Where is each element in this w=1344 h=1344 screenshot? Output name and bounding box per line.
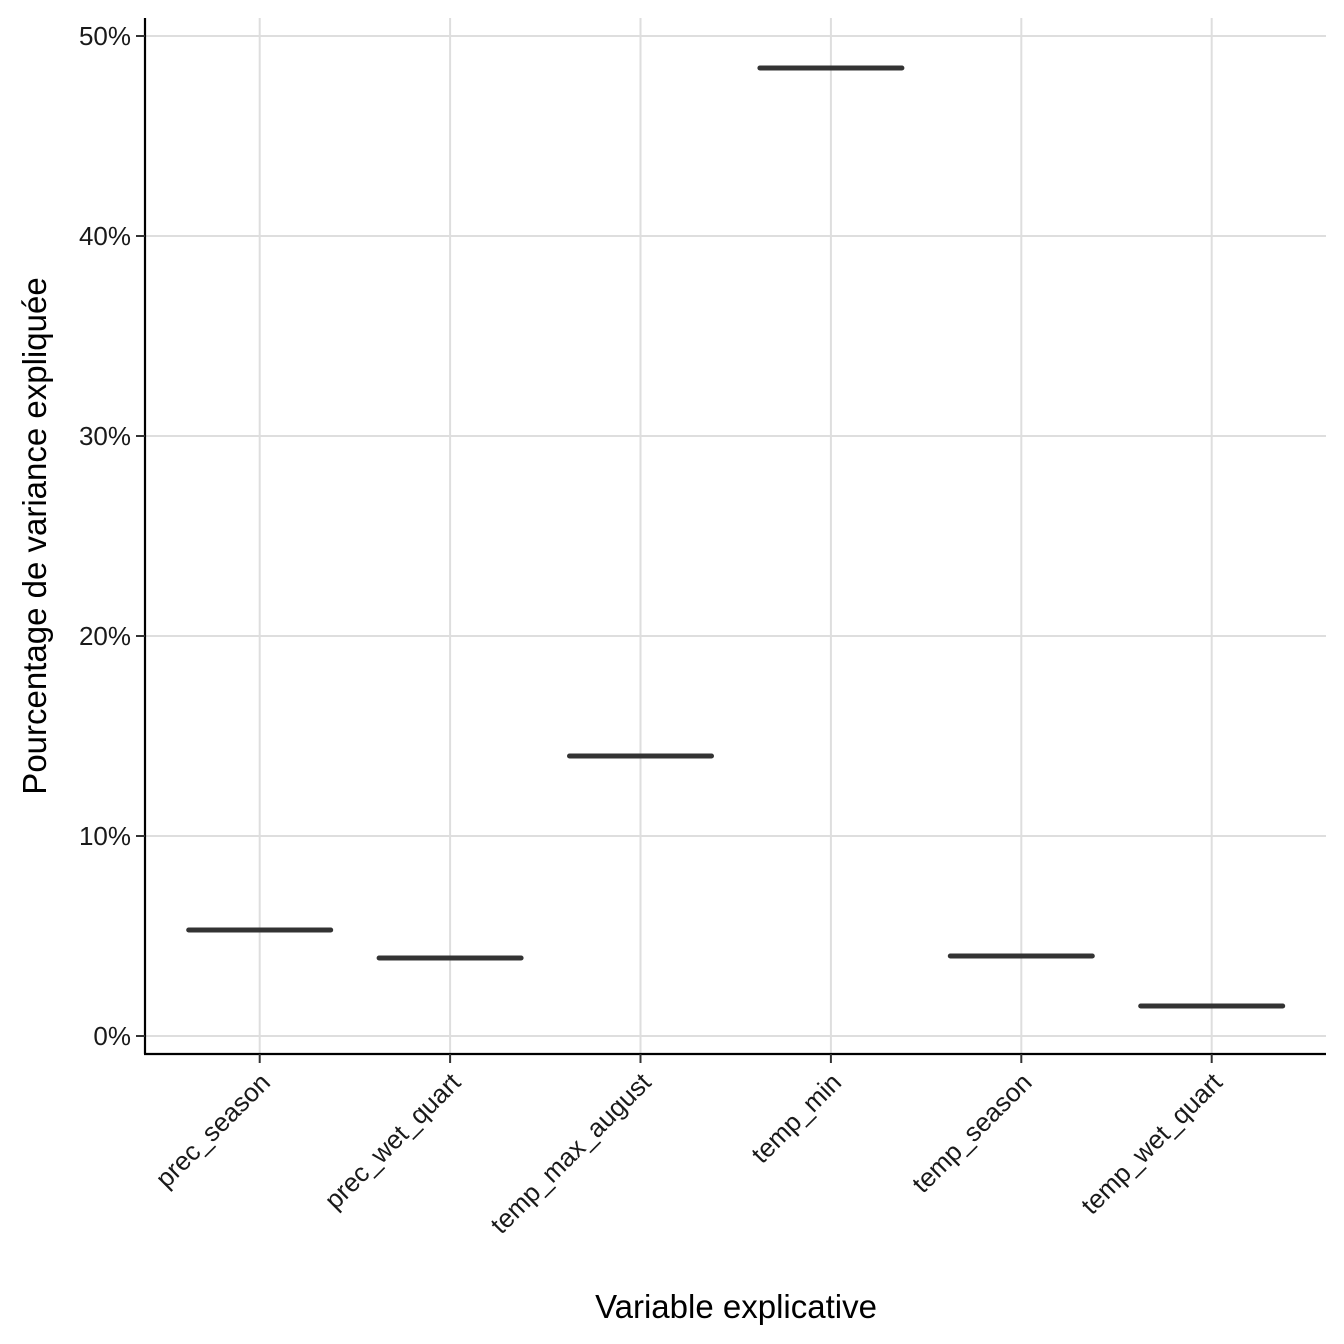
x-tick-label: prec_wet_quart xyxy=(318,1066,466,1214)
x-tick-label: temp_max_august xyxy=(484,1066,657,1239)
x-tick-label: prec_season xyxy=(149,1067,275,1193)
y-tick-label: 50% xyxy=(79,21,131,51)
x-tick-label: temp_wet_quart xyxy=(1075,1066,1229,1220)
y-tick-label: 30% xyxy=(79,421,131,451)
y-ticks: 0% 10% 20% 30% 40% 50% xyxy=(79,21,145,1051)
y-tick-label: 0% xyxy=(93,1021,131,1051)
data-marks xyxy=(186,65,1286,1009)
x-axis-title: Variable explicative xyxy=(595,1288,877,1325)
x-tick-label: temp_season xyxy=(906,1067,1038,1199)
y-tick-label: 10% xyxy=(79,821,131,851)
y-tick-label: 20% xyxy=(79,621,131,651)
y-axis-title: Pourcentage de variance expliquée xyxy=(16,277,53,794)
axes xyxy=(143,18,1326,1056)
x-ticks: prec_season prec_wet_quart temp_max_august… xyxy=(149,1054,1228,1239)
x-tick-label: temp_min xyxy=(745,1067,847,1169)
gridlines xyxy=(145,18,1326,1054)
y-tick-label: 40% xyxy=(79,221,131,251)
